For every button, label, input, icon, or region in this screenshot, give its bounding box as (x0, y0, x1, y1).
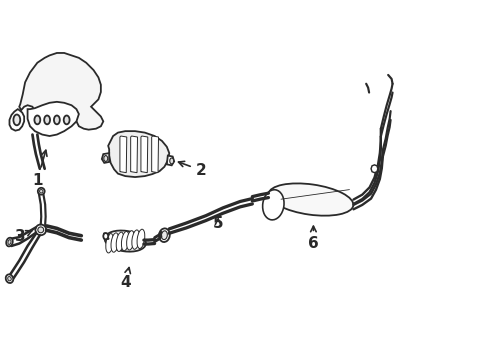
Ellipse shape (104, 156, 108, 161)
Polygon shape (108, 131, 169, 177)
Ellipse shape (126, 231, 134, 250)
Ellipse shape (34, 116, 40, 124)
Ellipse shape (106, 234, 114, 253)
Ellipse shape (6, 274, 13, 283)
Ellipse shape (64, 116, 70, 124)
Polygon shape (371, 165, 378, 173)
Text: 5: 5 (213, 216, 223, 231)
Ellipse shape (170, 158, 173, 164)
Polygon shape (102, 153, 109, 163)
Polygon shape (27, 102, 79, 136)
Ellipse shape (6, 238, 13, 246)
Polygon shape (120, 136, 127, 173)
Ellipse shape (103, 233, 108, 239)
Ellipse shape (35, 225, 46, 235)
Ellipse shape (137, 229, 145, 248)
Text: 2: 2 (178, 161, 206, 178)
Text: 4: 4 (120, 267, 131, 290)
Ellipse shape (263, 190, 284, 220)
Ellipse shape (122, 231, 129, 251)
Text: 6: 6 (308, 226, 319, 251)
Polygon shape (167, 156, 174, 165)
Polygon shape (152, 136, 159, 173)
Polygon shape (9, 109, 24, 131)
Ellipse shape (13, 114, 20, 125)
Ellipse shape (111, 233, 119, 252)
Ellipse shape (116, 232, 124, 252)
Ellipse shape (269, 183, 353, 216)
Ellipse shape (38, 188, 45, 195)
Text: 3: 3 (15, 229, 32, 244)
Text: 1: 1 (32, 150, 47, 188)
Polygon shape (131, 136, 138, 173)
Ellipse shape (40, 189, 43, 193)
Ellipse shape (38, 227, 44, 233)
Ellipse shape (105, 230, 146, 252)
Ellipse shape (8, 240, 11, 244)
Polygon shape (19, 53, 103, 130)
Ellipse shape (159, 228, 170, 242)
Polygon shape (141, 136, 148, 173)
Ellipse shape (54, 116, 60, 124)
Ellipse shape (8, 276, 11, 281)
Ellipse shape (161, 231, 168, 240)
Ellipse shape (44, 116, 50, 124)
Ellipse shape (132, 230, 140, 249)
